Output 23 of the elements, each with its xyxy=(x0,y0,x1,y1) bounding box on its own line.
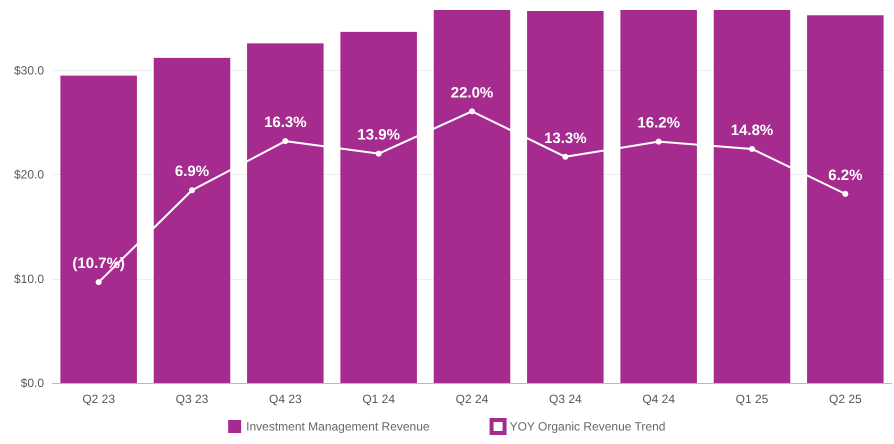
y-tick-label: $30.0 xyxy=(14,63,44,78)
y-tick-label: $20.0 xyxy=(14,168,44,182)
y-tick-label: $0.0 xyxy=(20,376,44,390)
x-tick-label: Q4 24 xyxy=(642,392,676,406)
x-tick-label: Q3 24 xyxy=(548,392,582,406)
x-tick-label: Q1 25 xyxy=(736,392,769,406)
data-label: 22.0% xyxy=(450,84,494,102)
data-label: 6.2% xyxy=(828,166,862,184)
y-tick-label: $10.0 xyxy=(14,272,44,286)
x-tick-label: Q2 23 xyxy=(82,392,116,406)
data-label: 13.3% xyxy=(544,130,587,147)
x-tick-label: Q2 25 xyxy=(828,392,862,406)
data-label: 14.8% xyxy=(730,122,774,139)
legend-label: YOY Organic Revenue Trend xyxy=(510,420,666,434)
x-tick-label: Q3 23 xyxy=(176,392,209,406)
data-label: 16.2% xyxy=(637,114,680,132)
data-label: 16.3% xyxy=(264,114,307,132)
legend-label: Investment Management Revenue xyxy=(246,420,430,434)
x-tick-label: Q2 24 xyxy=(456,392,489,406)
x-tick-label: Q4 23 xyxy=(268,392,302,406)
data-label: 13.9% xyxy=(357,126,400,144)
data-label: 6.9% xyxy=(174,163,210,180)
x-tick-label: Q1 24 xyxy=(362,392,396,406)
